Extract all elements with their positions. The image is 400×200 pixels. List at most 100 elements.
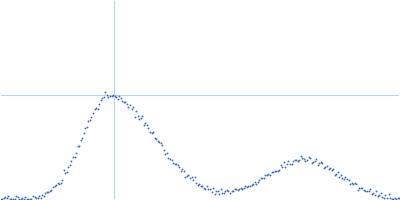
Point bbox=[38, 196, 44, 199]
Point bbox=[110, 94, 116, 97]
Point bbox=[342, 175, 349, 179]
Point bbox=[236, 188, 242, 191]
Point bbox=[53, 183, 59, 186]
Point bbox=[139, 115, 146, 118]
Point bbox=[356, 186, 362, 190]
Point bbox=[99, 96, 106, 100]
Point bbox=[224, 189, 230, 192]
Point bbox=[273, 170, 279, 173]
Point bbox=[118, 96, 124, 99]
Point bbox=[116, 95, 122, 98]
Point bbox=[16, 198, 22, 200]
Point bbox=[93, 107, 99, 110]
Point bbox=[114, 97, 121, 101]
Point bbox=[7, 198, 13, 200]
Point bbox=[270, 170, 276, 173]
Point bbox=[73, 151, 79, 154]
Point bbox=[119, 99, 126, 102]
Point bbox=[31, 195, 38, 198]
Point bbox=[47, 189, 53, 193]
Point bbox=[334, 170, 341, 173]
Point bbox=[101, 96, 107, 99]
Point bbox=[230, 190, 236, 193]
Point bbox=[287, 163, 293, 166]
Point bbox=[70, 156, 76, 159]
Point bbox=[256, 178, 262, 181]
Point bbox=[378, 192, 384, 195]
Point bbox=[158, 141, 164, 145]
Point bbox=[250, 182, 256, 185]
Point bbox=[67, 163, 73, 166]
Point bbox=[102, 91, 108, 94]
Point bbox=[124, 102, 130, 106]
Point bbox=[44, 190, 50, 193]
Point bbox=[248, 184, 255, 187]
Point bbox=[387, 197, 393, 200]
Point bbox=[205, 187, 212, 190]
Point bbox=[201, 186, 207, 189]
Point bbox=[79, 136, 86, 140]
Point bbox=[258, 177, 264, 180]
Point bbox=[345, 178, 352, 181]
Point bbox=[341, 177, 347, 181]
Point bbox=[304, 159, 310, 162]
Point bbox=[164, 151, 170, 154]
Point bbox=[214, 189, 221, 193]
Point bbox=[51, 184, 58, 188]
Point bbox=[192, 176, 198, 179]
Point bbox=[54, 182, 61, 185]
Point bbox=[151, 136, 158, 139]
Point bbox=[8, 198, 15, 200]
Point bbox=[241, 186, 247, 189]
Point bbox=[130, 105, 136, 108]
Point bbox=[30, 195, 36, 198]
Point bbox=[147, 130, 153, 134]
Point bbox=[141, 123, 147, 126]
Point bbox=[161, 148, 167, 152]
Point bbox=[150, 130, 156, 133]
Point bbox=[348, 181, 355, 184]
Point bbox=[396, 196, 400, 199]
Point bbox=[361, 189, 367, 192]
Point bbox=[68, 159, 75, 162]
Point bbox=[36, 195, 42, 198]
Point bbox=[276, 169, 282, 172]
Point bbox=[322, 166, 329, 169]
Point bbox=[208, 191, 215, 194]
Point bbox=[136, 117, 142, 120]
Point bbox=[78, 139, 84, 142]
Point bbox=[281, 160, 287, 164]
Point bbox=[262, 174, 269, 177]
Point bbox=[194, 183, 201, 186]
Point bbox=[372, 193, 378, 196]
Point bbox=[310, 161, 316, 164]
Point bbox=[122, 100, 128, 103]
Point bbox=[159, 143, 166, 147]
Point bbox=[264, 174, 270, 177]
Point bbox=[314, 163, 321, 167]
Point bbox=[296, 158, 302, 162]
Point bbox=[42, 192, 48, 195]
Point bbox=[156, 140, 162, 144]
Point bbox=[193, 181, 199, 184]
Point bbox=[388, 197, 395, 200]
Point bbox=[45, 191, 52, 194]
Point bbox=[113, 95, 119, 98]
Point bbox=[19, 196, 26, 200]
Point bbox=[324, 165, 330, 168]
Point bbox=[196, 183, 202, 186]
Point bbox=[294, 160, 301, 163]
Point bbox=[59, 178, 66, 181]
Point bbox=[227, 191, 233, 194]
Point bbox=[254, 180, 261, 183]
Point bbox=[307, 157, 313, 160]
Point bbox=[359, 187, 366, 190]
Point bbox=[76, 144, 82, 148]
Point bbox=[104, 94, 110, 97]
Point bbox=[0, 197, 4, 200]
Point bbox=[299, 156, 306, 159]
Point bbox=[90, 111, 96, 114]
Point bbox=[187, 177, 193, 180]
Point bbox=[121, 101, 127, 104]
Point bbox=[216, 192, 222, 196]
